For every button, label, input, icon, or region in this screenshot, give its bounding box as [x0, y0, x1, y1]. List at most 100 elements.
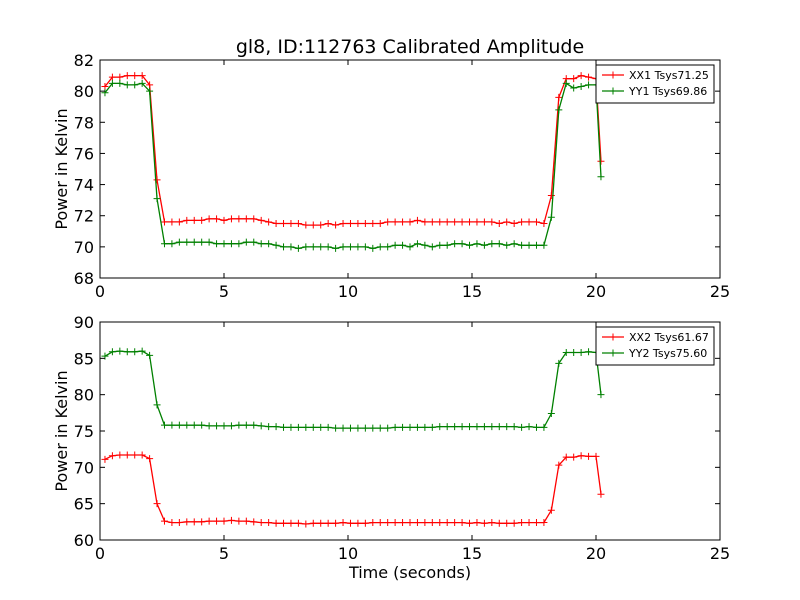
top-series-2-point: [272, 241, 280, 249]
top-y-axis-label: Power in Kelvin: [52, 108, 71, 229]
top-series-2-point: [547, 213, 555, 221]
top-series-2-point: [585, 81, 593, 89]
bottom-series-1-point: [265, 519, 273, 527]
top-series-1-point: [101, 82, 109, 90]
bottom-series-1-point: [294, 519, 302, 527]
bottom-series-2-point: [451, 423, 459, 431]
top-series-2-point: [235, 240, 243, 248]
bottom-series-2-point: [555, 359, 563, 367]
top-legend: XX1 Tsys71.25 YY1 Tsys69.86: [595, 64, 715, 104]
top-series-1-point: [354, 220, 362, 227]
top-series-1-point: [190, 216, 198, 224]
top-series-2-point: [108, 79, 116, 87]
top-chart-panel: 0 5 10 15 20 25 68 70 72 74 76 78 80 82 Power in Kelvi…: [52, 51, 730, 301]
bottom-series-1-point: [458, 519, 466, 527]
top-series-1-point: [510, 220, 518, 227]
bottom-series-2-point: [294, 423, 302, 431]
top-series-2: [101, 79, 605, 252]
top-series-2-point: [570, 84, 578, 92]
top-series-2-point: [518, 241, 526, 249]
top-series-2-point: [265, 240, 273, 248]
bottom-series-2-point: [562, 349, 570, 357]
bottom-legend-label-2: YY2 Tsys75.60: [628, 347, 707, 360]
top-series-1-point: [495, 220, 503, 227]
bottom-series-2-point: [525, 423, 533, 431]
bottom-series-2-point: [265, 423, 273, 431]
bottom-series-1-point: [198, 518, 206, 526]
bottom-y-tick-label: 80: [74, 386, 94, 405]
top-series-2-point: [190, 238, 198, 246]
top-series-2-point: [317, 243, 325, 251]
bottom-series-2-point: [480, 423, 488, 431]
bottom-series-1-point: [250, 518, 258, 526]
bottom-x-tick-label: 15: [462, 544, 482, 563]
top-series-1-point: [242, 215, 250, 223]
bottom-series-2-point: [421, 423, 429, 431]
top-series-2-point: [597, 173, 605, 181]
bottom-series-2-point: [384, 424, 392, 432]
bottom-series-2-point: [585, 348, 593, 356]
bottom-series-2-point: [399, 423, 407, 431]
bottom-series-2-point: [280, 423, 288, 431]
top-legend-marker-1: [609, 71, 617, 79]
bottom-series-1-point: [436, 519, 444, 527]
bottom-series-2-point: [406, 423, 414, 431]
top-series-2-point: [198, 238, 206, 246]
top-series-1-point: [272, 220, 280, 227]
bottom-y-tick-label: 75: [74, 422, 94, 441]
top-series-2-point: [160, 240, 168, 248]
bottom-series-2-point: [577, 349, 585, 357]
top-series-2-point: [123, 81, 131, 89]
top-series-2-point: [436, 241, 444, 249]
bottom-series-1-point: [384, 519, 392, 527]
bottom-series-1-point: [376, 519, 384, 527]
bottom-y-tick-label: 65: [74, 495, 94, 514]
bottom-series-1-point: [555, 461, 563, 469]
bottom-x-tick-label: 5: [219, 544, 229, 563]
top-y-tick-label: 76: [74, 144, 94, 163]
bottom-series-1-point: [213, 517, 221, 525]
top-series-2-point: [220, 240, 228, 248]
top-series-1-point: [332, 221, 340, 229]
top-series-2-point: [376, 243, 384, 251]
bottom-series-1-point: [302, 520, 310, 528]
top-series-2-point: [532, 241, 540, 249]
bottom-series-1-point: [354, 519, 362, 527]
bottom-series-1-point: [332, 519, 340, 527]
bottom-series-1-point: [451, 519, 459, 527]
bottom-series-2-point: [123, 348, 131, 356]
bottom-legend-label-1: XX2 Tsys61.67: [629, 331, 709, 344]
top-series-1-point: [436, 218, 444, 226]
bottom-series-1-point: [168, 519, 176, 527]
top-series-2-point: [466, 241, 474, 249]
top-y-tick-label: 80: [74, 82, 94, 101]
bottom-series-2-point: [473, 423, 481, 431]
top-series-1-point: [346, 220, 354, 227]
top-series-1-point: [116, 73, 124, 81]
bottom-series-1-point: [510, 519, 518, 527]
bottom-series-2-point: [242, 421, 250, 429]
bottom-series-2-point: [183, 421, 191, 429]
top-series-1-point: [131, 72, 139, 80]
bottom-y-tick-label: 60: [74, 531, 94, 550]
bottom-series-2-point: [131, 348, 139, 356]
bottom-series-2-point: [250, 421, 258, 429]
bottom-series-2-point: [175, 421, 183, 429]
top-series-1-point: [466, 218, 474, 226]
top-series-1-point: [257, 216, 265, 224]
top-series-2-point: [302, 243, 310, 251]
bottom-series-1-point: [413, 519, 421, 527]
bottom-series-2-point: [510, 423, 518, 431]
bottom-series-2-point: [458, 423, 466, 431]
bottom-series-2-point: [190, 421, 198, 429]
top-y-tick-label: 78: [74, 113, 94, 132]
top-series-2-point: [480, 241, 488, 249]
top-series-1-point: [280, 220, 288, 227]
bottom-series-1-point: [443, 519, 451, 527]
top-series-1-point: [555, 93, 563, 101]
bottom-x-tick-label: 10: [338, 544, 358, 563]
bottom-series-1-point: [280, 519, 288, 527]
bottom-x-tick-label: 25: [710, 544, 730, 563]
bottom-series-2-point: [428, 423, 436, 431]
bottom-series-1-point: [597, 490, 605, 498]
